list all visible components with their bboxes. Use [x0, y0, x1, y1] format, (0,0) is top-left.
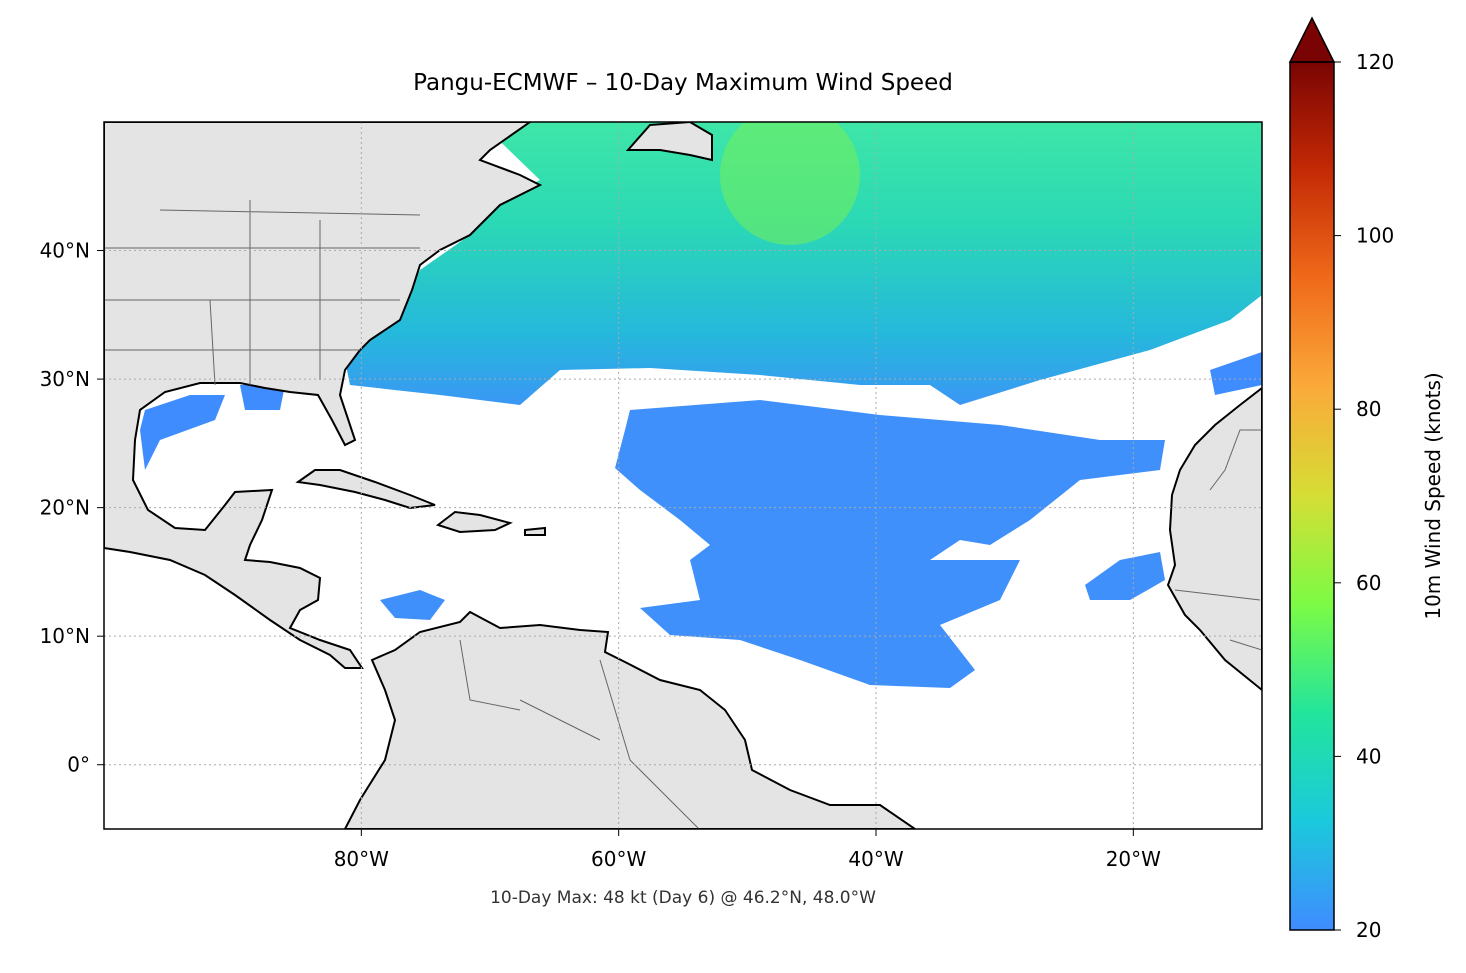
y-tick-label: 40°N — [40, 239, 90, 263]
chart-title: Pangu-ECMWF – 10-Day Maximum Wind Speed — [413, 70, 953, 96]
land — [1166, 386, 1262, 692]
colorbar-tick-label: 40 — [1356, 744, 1381, 768]
colorbar-tick-label: 80 — [1356, 397, 1381, 421]
wind-maximum — [720, 122, 860, 245]
colorbar-label: 10m Wind Speed (knots) — [1421, 372, 1445, 619]
y-tick-label: 20°N — [40, 496, 90, 520]
colorbar-extend — [1288, 16, 1336, 63]
colorbar-frame — [1289, 61, 1335, 931]
x-tick-label: 20°W — [1106, 847, 1161, 871]
map-area — [104, 122, 1262, 829]
colorbar — [1290, 62, 1334, 930]
land — [295, 469, 436, 510]
footnote: 10-Day Max: 48 kt (Day 6) @ 46.2°N, 48.0… — [490, 888, 876, 908]
wind-field — [380, 590, 445, 620]
wind-field — [615, 400, 1165, 688]
x-tick-label: 80°W — [334, 847, 389, 871]
land — [104, 122, 543, 669]
land — [435, 510, 546, 536]
colorbar-tick-label: 100 — [1356, 224, 1394, 248]
land — [625, 122, 713, 162]
borders — [104, 200, 1262, 829]
colorbar-tick-label: 60 — [1356, 571, 1381, 595]
y-tick-label: 30°N — [40, 367, 90, 391]
y-tick-label: 10°N — [40, 624, 90, 648]
land — [343, 610, 917, 829]
colorbar-tick-label: 20 — [1356, 918, 1381, 942]
x-tick-label: 60°W — [591, 847, 646, 871]
y-tick-label: 0° — [67, 753, 90, 777]
colorbar-tick-label: 120 — [1356, 50, 1394, 74]
map-frame — [103, 121, 1263, 830]
wind-field — [1085, 552, 1165, 600]
wind-field — [345, 122, 1262, 405]
x-tick-label: 40°W — [848, 847, 903, 871]
